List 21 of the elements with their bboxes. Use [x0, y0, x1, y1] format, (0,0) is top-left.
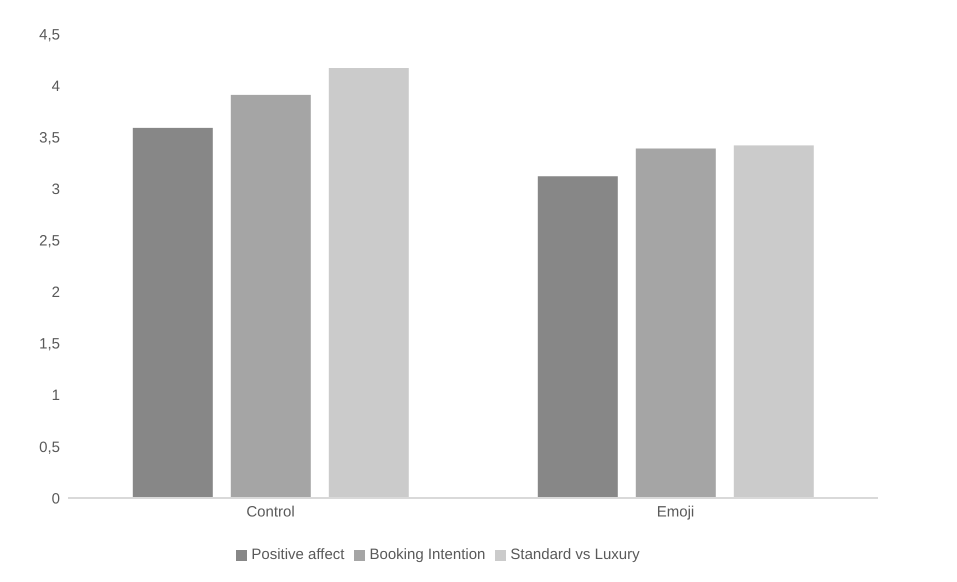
bar	[132, 128, 213, 498]
bar	[328, 68, 409, 498]
y-tick-label: 3,5	[39, 129, 60, 146]
y-tick-label: 4	[52, 78, 60, 95]
x-tick-label: Control	[246, 504, 295, 521]
bar	[538, 176, 618, 498]
y-tick-label: 2,5	[39, 232, 60, 250]
y-tick-label: 0,5	[39, 438, 60, 456]
y-tick-label: 1,5	[39, 336, 60, 353]
bar	[636, 148, 716, 498]
bar	[734, 145, 814, 498]
legend-label: Standard vs Luxury	[510, 546, 640, 563]
y-tick-label: 0	[52, 490, 60, 508]
y-tick-label: 3	[52, 180, 60, 198]
y-tick-label: 4,5	[39, 26, 60, 44]
x-tick-label: Emoji	[656, 504, 694, 521]
legend-label: Positive affect	[251, 546, 344, 563]
legend-label: Booking Intention	[369, 546, 486, 563]
bar	[230, 94, 311, 498]
y-tick-label: 2	[52, 284, 60, 302]
y-tick-label: 1	[52, 387, 60, 404]
